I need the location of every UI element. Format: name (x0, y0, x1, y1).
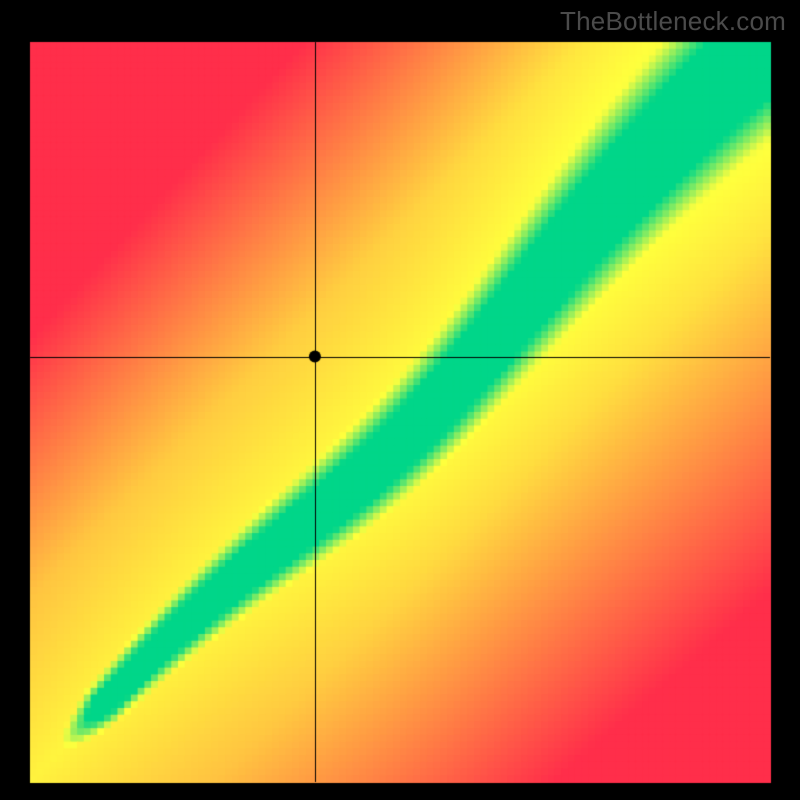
crosshair-overlay (0, 0, 800, 800)
watermark-text: TheBottleneck.com (560, 6, 786, 37)
chart-root: TheBottleneck.com (0, 0, 800, 800)
